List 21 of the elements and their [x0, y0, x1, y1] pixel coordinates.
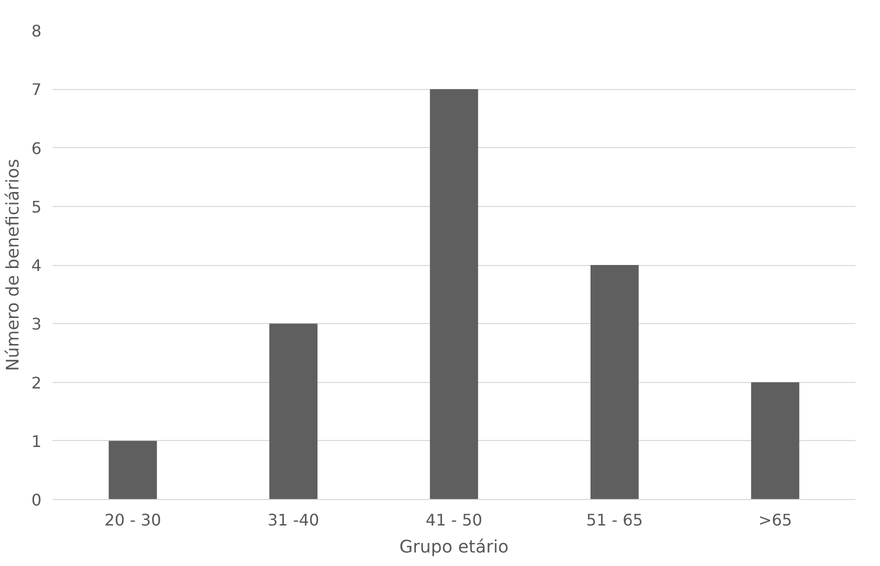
x-axis-title: Grupo etário: [399, 538, 509, 558]
y-tick-label: 8: [31, 22, 42, 40]
y-tick-label: 0: [31, 490, 42, 510]
x-tick-label: 51 - 65: [586, 510, 643, 530]
bar: [751, 382, 800, 500]
x-tick-label: 20 - 30: [104, 510, 162, 530]
x-tick-label: 31 -40: [268, 510, 320, 530]
y-axis-title: Número de beneficiários: [3, 158, 24, 372]
bar: [269, 324, 318, 500]
bar: [590, 265, 639, 500]
y-tick-label: 3: [31, 314, 42, 334]
bar: [108, 440, 157, 500]
y-tick-label: 4: [31, 256, 42, 275]
bar: [430, 89, 478, 500]
x-tick-label: 41 - 50: [426, 510, 482, 530]
y-tick-label: 6: [31, 138, 42, 158]
y-tick-label: 5: [31, 197, 42, 216]
y-tick-label: 7: [31, 80, 42, 100]
y-tick-label: 2: [31, 373, 42, 392]
y-tick-label: 1: [31, 432, 42, 451]
x-tick-label: >65: [758, 510, 792, 530]
